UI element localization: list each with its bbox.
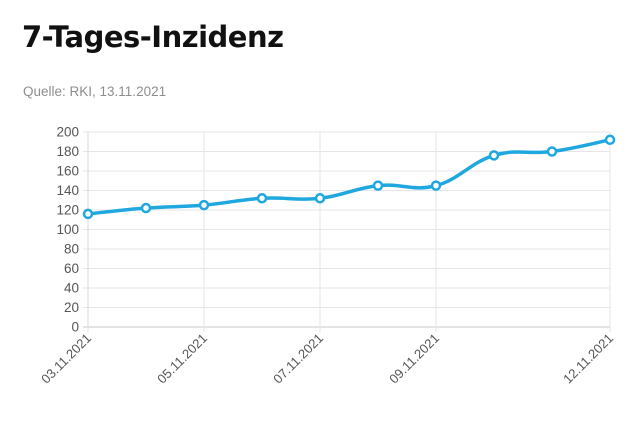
y-tick-label: 0	[71, 320, 79, 335]
x-tick-label: 12.11.2021	[560, 331, 616, 387]
data-point	[82, 208, 94, 220]
y-tick-label: 140	[56, 183, 79, 198]
x-tick-label: 03.11.2021	[38, 331, 94, 387]
y-tick-label: 80	[64, 242, 79, 257]
y-tick-label: 120	[56, 203, 79, 218]
data-point	[140, 202, 152, 214]
data-point	[372, 180, 384, 191]
data-point	[198, 199, 210, 211]
y-tick-label: 60	[64, 261, 79, 276]
x-tick-label: 05.11.2021	[154, 331, 210, 387]
chart-title: 7-Tages-Inzidenz	[22, 20, 284, 54]
data-point	[256, 193, 268, 204]
y-tick-label: 100	[56, 222, 79, 237]
y-tick-label: 40	[64, 281, 79, 296]
x-tick-label: 07.11.2021	[270, 331, 326, 387]
chart-source: Quelle: RKI, 13.11.2021	[23, 84, 167, 99]
data-point	[604, 134, 616, 146]
data-point	[546, 146, 558, 157]
y-tick-label: 180	[56, 144, 79, 159]
data-point	[314, 193, 326, 204]
data-point	[430, 180, 442, 191]
data-point	[488, 150, 500, 161]
x-tick-label: 09.11.2021	[386, 331, 442, 387]
series-line	[86, 138, 612, 216]
y-tick-label: 200	[56, 125, 79, 140]
y-tick-label: 20	[64, 300, 79, 315]
y-tick-label: 160	[56, 164, 79, 179]
